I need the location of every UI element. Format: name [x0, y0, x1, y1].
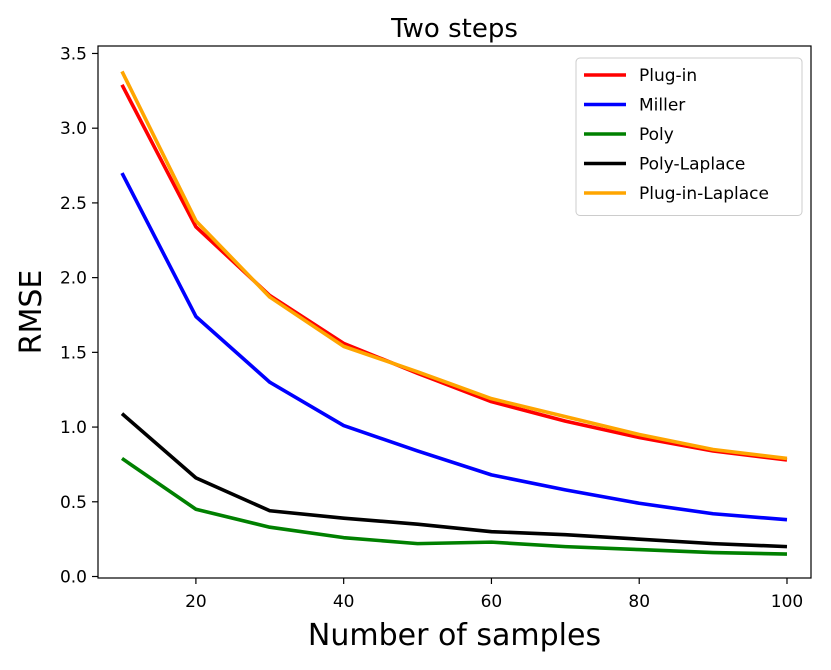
- y-tick-label: 2.5: [60, 194, 87, 214]
- y-axis-label: RMSE: [14, 270, 49, 355]
- legend-label: Plug-in-Laplace: [639, 184, 769, 204]
- series-line-miller: [120, 172, 788, 522]
- x-axis-label: Number of samples: [308, 618, 601, 653]
- legend-label: Plug-in: [639, 66, 697, 86]
- x-tick-label: 80: [628, 592, 650, 612]
- y-tick-label: 1.0: [60, 418, 87, 438]
- series-line-poly: [120, 456, 788, 556]
- x-tick-label: 60: [481, 592, 503, 612]
- series-layer: [120, 70, 788, 556]
- x-tick-label: 20: [185, 592, 207, 612]
- y-tick-label: 2.0: [60, 269, 87, 289]
- legend: Plug-in Miller Poly Poly-Laplace Plug-in-Lap…: [575, 57, 803, 216]
- legend-label: Poly: [639, 125, 674, 145]
- y-tick-label: 3.5: [60, 44, 87, 64]
- x-tick-label: 40: [333, 592, 355, 612]
- legend-label: Poly-Laplace: [639, 155, 745, 175]
- series-line-plug-in-laplace: [120, 70, 788, 461]
- chart-title: Two steps: [390, 14, 518, 44]
- y-tick-label: 0.5: [60, 493, 87, 513]
- y-tick-label: 0.0: [60, 568, 87, 588]
- x-tick-label: 100: [771, 592, 803, 612]
- y-tick-label: 1.5: [60, 343, 87, 363]
- legend-label: Miller: [639, 96, 685, 116]
- plot-frame: [97, 45, 812, 579]
- legend-box: [575, 57, 803, 216]
- y-axis-ticks: 0.0 0.5 1.0 1.5 2.0 2.5 3.0 3.5: [60, 44, 98, 588]
- y-tick-label: 3.0: [60, 119, 87, 139]
- series-line-poly-laplace: [120, 412, 788, 549]
- x-axis-ticks: 20 40 60 80 100: [185, 578, 803, 612]
